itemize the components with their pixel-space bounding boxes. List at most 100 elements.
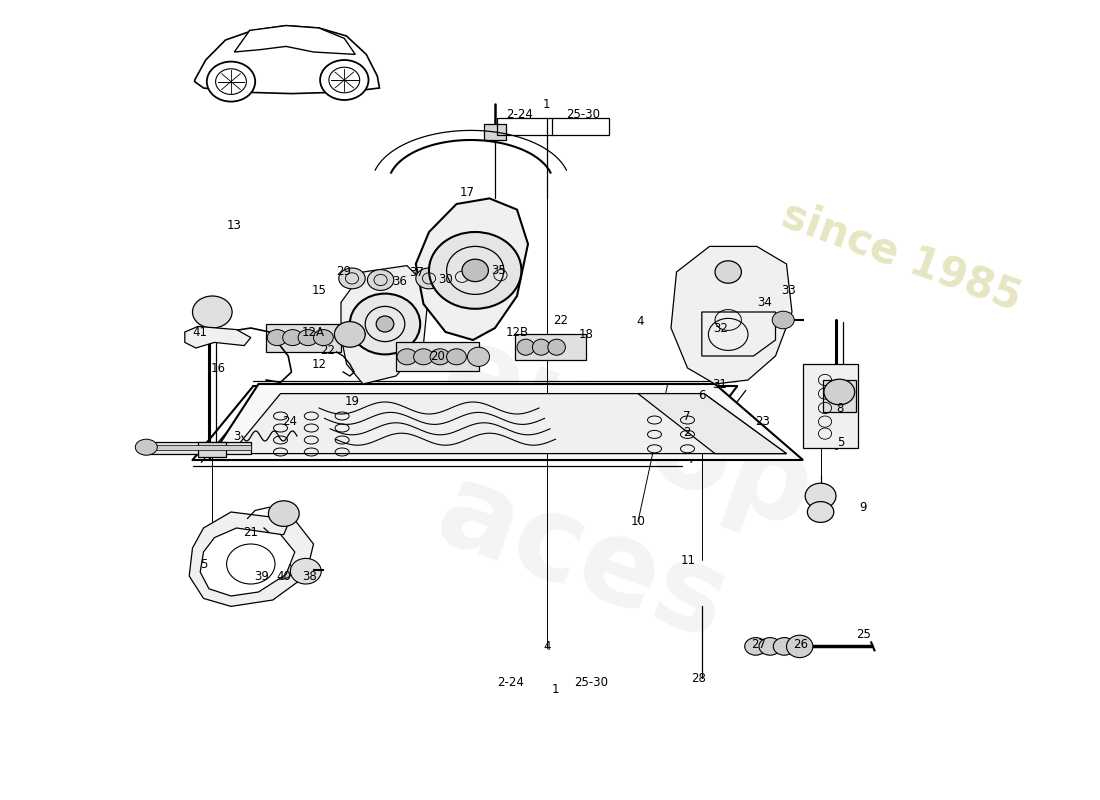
Text: 11: 11 — [681, 554, 696, 566]
Text: 4: 4 — [637, 315, 644, 328]
Ellipse shape — [773, 638, 795, 655]
Ellipse shape — [715, 261, 741, 283]
Polygon shape — [803, 364, 858, 448]
Ellipse shape — [367, 270, 394, 290]
Ellipse shape — [192, 296, 232, 328]
Ellipse shape — [135, 439, 157, 455]
Text: 5: 5 — [837, 436, 844, 449]
Polygon shape — [143, 442, 251, 454]
Text: 37: 37 — [409, 266, 425, 278]
Text: 30: 30 — [438, 273, 453, 286]
Text: 2: 2 — [683, 426, 690, 438]
Bar — [823, 380, 856, 412]
Bar — [198, 442, 226, 457]
Ellipse shape — [805, 483, 836, 509]
Polygon shape — [341, 266, 429, 384]
Text: 6: 6 — [698, 389, 705, 402]
Text: 36: 36 — [392, 275, 407, 288]
Bar — [396, 342, 478, 371]
Ellipse shape — [429, 232, 521, 309]
Text: since 1985: since 1985 — [777, 194, 1027, 318]
Text: 24: 24 — [282, 415, 297, 428]
Text: 12: 12 — [311, 358, 327, 371]
Text: 23: 23 — [755, 415, 770, 428]
Polygon shape — [416, 198, 528, 340]
Ellipse shape — [462, 259, 488, 282]
Ellipse shape — [314, 330, 333, 346]
Text: 22: 22 — [320, 344, 336, 357]
Text: 25: 25 — [856, 628, 871, 641]
Text: 19: 19 — [344, 395, 360, 408]
Text: 8: 8 — [837, 402, 844, 414]
Polygon shape — [231, 394, 786, 454]
Text: 29: 29 — [336, 265, 351, 278]
Text: 20: 20 — [430, 350, 446, 363]
Text: europ
aces: europ aces — [381, 313, 829, 679]
Text: 2-24: 2-24 — [497, 676, 524, 689]
Ellipse shape — [468, 347, 490, 366]
Text: 15: 15 — [311, 284, 327, 297]
Text: 28: 28 — [691, 672, 706, 685]
Polygon shape — [185, 326, 251, 348]
Text: 3: 3 — [233, 430, 240, 443]
Text: 7: 7 — [683, 410, 690, 422]
Text: 12A: 12A — [302, 326, 324, 338]
Ellipse shape — [334, 322, 365, 347]
Ellipse shape — [447, 349, 466, 365]
Ellipse shape — [267, 330, 287, 346]
Text: 1: 1 — [543, 98, 550, 110]
Polygon shape — [671, 246, 792, 384]
Text: 35: 35 — [491, 264, 506, 277]
Text: 40: 40 — [276, 570, 292, 582]
Text: 33: 33 — [781, 284, 796, 297]
Text: 13: 13 — [227, 219, 242, 232]
Ellipse shape — [339, 268, 365, 289]
Text: 22: 22 — [553, 314, 569, 326]
Text: 4: 4 — [543, 640, 550, 653]
Ellipse shape — [397, 349, 417, 365]
Ellipse shape — [487, 265, 514, 286]
Bar — [497, 118, 609, 135]
Ellipse shape — [320, 60, 368, 100]
Text: 9: 9 — [860, 501, 867, 514]
Ellipse shape — [548, 339, 565, 355]
Ellipse shape — [786, 635, 813, 658]
Text: 18: 18 — [579, 328, 594, 341]
Ellipse shape — [517, 339, 535, 355]
Polygon shape — [143, 445, 251, 450]
Text: 16: 16 — [210, 362, 225, 374]
Polygon shape — [234, 26, 355, 54]
Text: 31: 31 — [712, 378, 727, 390]
Polygon shape — [638, 394, 786, 454]
Ellipse shape — [449, 266, 475, 287]
Polygon shape — [189, 512, 314, 606]
Text: 26: 26 — [793, 638, 808, 650]
Text: 21: 21 — [243, 526, 258, 538]
Text: 34: 34 — [757, 296, 772, 309]
Bar — [266, 324, 341, 352]
Text: 1: 1 — [552, 683, 559, 696]
Text: a pa: a pa — [426, 391, 498, 441]
Ellipse shape — [807, 502, 834, 522]
Ellipse shape — [824, 379, 855, 405]
Text: 25-30: 25-30 — [566, 108, 600, 121]
Ellipse shape — [350, 294, 420, 354]
Polygon shape — [702, 312, 776, 356]
Ellipse shape — [283, 330, 302, 346]
Ellipse shape — [271, 562, 293, 579]
Ellipse shape — [772, 311, 794, 329]
Ellipse shape — [745, 638, 767, 655]
Ellipse shape — [759, 638, 781, 655]
Polygon shape — [200, 528, 295, 596]
Polygon shape — [209, 384, 803, 460]
Ellipse shape — [298, 330, 318, 346]
Ellipse shape — [268, 501, 299, 526]
Ellipse shape — [430, 349, 450, 365]
Text: 32: 32 — [713, 322, 728, 334]
Ellipse shape — [414, 349, 433, 365]
Ellipse shape — [532, 339, 550, 355]
Text: 39: 39 — [254, 570, 270, 582]
Text: 10: 10 — [630, 515, 646, 528]
Ellipse shape — [251, 562, 271, 578]
Text: 17: 17 — [460, 186, 475, 198]
